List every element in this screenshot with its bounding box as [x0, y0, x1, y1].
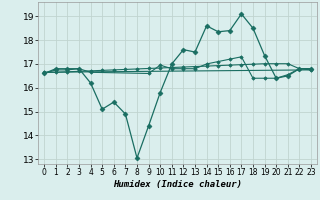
X-axis label: Humidex (Indice chaleur): Humidex (Indice chaleur) — [113, 180, 242, 189]
